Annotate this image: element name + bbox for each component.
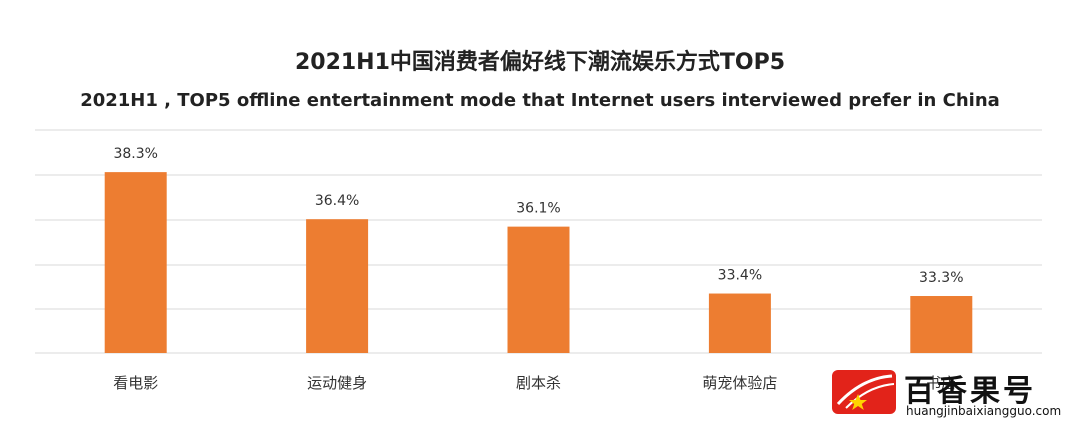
data-label: 38.3% — [113, 146, 157, 162]
category-label: 剧本杀 — [516, 374, 561, 392]
bar — [507, 226, 570, 353]
category-label: 运动健身 — [307, 374, 367, 392]
watermark: 百香果号 huangjinbaixiangguo.com — [832, 362, 1080, 423]
watermark-name: 百香果号 — [904, 374, 1036, 409]
data-label: 33.3% — [919, 270, 963, 286]
bars — [104, 172, 973, 353]
watermark-logo-icon — [832, 370, 896, 414]
category-label: 看电影 — [113, 374, 158, 392]
value-labels: 38.3% 36.4% 36.1% 33.4% 33.3% — [113, 146, 963, 286]
chart-subtitle: 2021H1 , TOP5 offline entertainment mode… — [80, 90, 1000, 111]
chart-title: 2021H1中国消费者偏好线下潮流娱乐方式TOP5 — [294, 50, 786, 75]
category-label: 书店 — [926, 374, 956, 392]
bar — [708, 293, 771, 353]
watermark-domain: huangjinbaixiangguo.com — [906, 404, 1062, 418]
bar — [306, 219, 369, 353]
data-label: 33.4% — [718, 268, 762, 284]
bar — [910, 296, 973, 353]
category-labels: 看电影 运动健身 剧本杀 萌宠体验店 书店 — [113, 374, 956, 392]
data-label: 36.1% — [516, 201, 560, 217]
bar — [104, 172, 167, 353]
data-label: 36.4% — [315, 193, 359, 209]
category-label: 萌宠体验店 — [702, 374, 777, 392]
